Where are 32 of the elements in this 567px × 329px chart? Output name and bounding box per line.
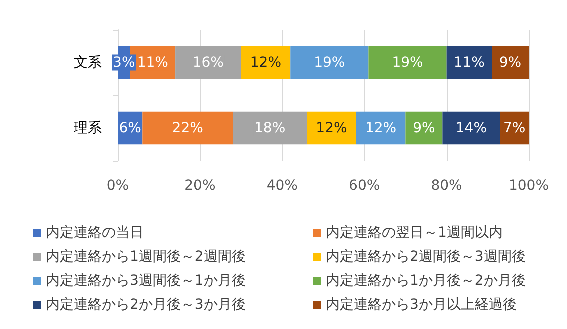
data-label: 11% bbox=[137, 54, 168, 71]
data-label: 9% bbox=[413, 120, 436, 136]
data-label: 11% bbox=[454, 54, 485, 71]
data-label: 7% bbox=[504, 120, 526, 136]
data-label: 16% bbox=[192, 54, 224, 71]
data-label: 12% bbox=[316, 120, 348, 136]
data-label: 6% bbox=[119, 120, 142, 136]
x-tick-label: 20% bbox=[184, 178, 216, 194]
y-tick-label: 文系 bbox=[74, 54, 102, 71]
data-label: 9% bbox=[499, 54, 522, 71]
data-label: 22% bbox=[172, 120, 204, 136]
legend-label: 内定連絡から2週間後～3週間後 bbox=[326, 249, 526, 265]
legend-label: 内定連絡から3週間後～1か月後 bbox=[46, 273, 246, 289]
y-tick-label: 理系 bbox=[74, 120, 102, 136]
data-label: 3% bbox=[113, 54, 136, 71]
data-label: 14% bbox=[456, 120, 488, 136]
x-tick-label: 80% bbox=[431, 178, 462, 194]
x-tick-label: 40% bbox=[266, 178, 298, 194]
x-tick-label: 0% bbox=[106, 178, 130, 194]
x-tick-label: 100% bbox=[508, 178, 550, 194]
data-label: 19% bbox=[392, 54, 424, 71]
legend-label: 内定連絡から3か月以上経過後 bbox=[326, 297, 517, 313]
x-tick-label: 60% bbox=[349, 178, 380, 194]
data-label: 12% bbox=[365, 120, 397, 136]
data-label: 18% bbox=[254, 120, 286, 136]
legend-label: 内定連絡の翌日～1週間以内 bbox=[326, 225, 503, 241]
legend-label: 内定連絡から1週間後～2週間後 bbox=[46, 249, 246, 265]
legend-label: 内定連絡から1か月後～2か月後 bbox=[326, 273, 526, 289]
legend-label: 内定連絡の当日 bbox=[46, 225, 144, 241]
data-label: 19% bbox=[314, 54, 346, 71]
legend-label: 内定連絡から2か月後～3か月後 bbox=[46, 297, 246, 313]
data-label: 12% bbox=[250, 54, 282, 71]
